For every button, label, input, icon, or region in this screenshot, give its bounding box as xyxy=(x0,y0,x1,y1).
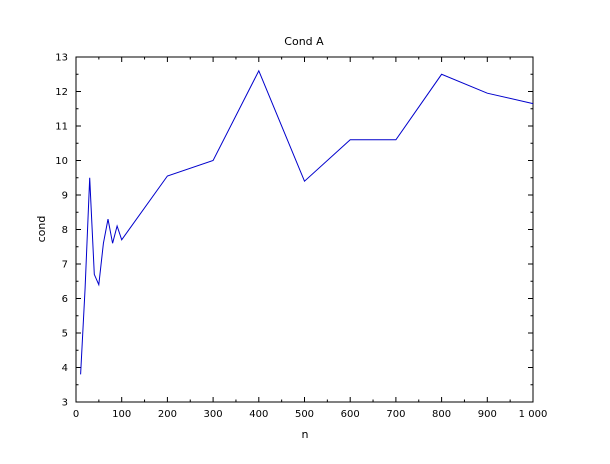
y-tick-label: 11 xyxy=(55,122,68,133)
x-axis: 0 100 200 300 400 500 600 700 800 900 1 000 xyxy=(73,57,548,420)
y-tick-label: 6 xyxy=(62,294,68,305)
data-point xyxy=(258,70,259,71)
x-tick-label: 700 xyxy=(386,409,405,420)
data-point xyxy=(350,139,351,140)
y-tick-label: 10 xyxy=(55,156,68,167)
data-point xyxy=(304,181,305,182)
series-line xyxy=(80,69,534,375)
x-tick-label: 500 xyxy=(295,409,314,420)
x-tick-label: 300 xyxy=(204,409,223,420)
data-point xyxy=(121,239,122,240)
x-tick-label: 100 xyxy=(112,409,131,420)
data-point xyxy=(103,243,104,244)
data-point xyxy=(167,175,168,176)
y-tick-label: 13 xyxy=(55,53,68,64)
series-layer xyxy=(80,69,534,375)
x-tick-label: 200 xyxy=(158,409,177,420)
data-point xyxy=(213,160,214,161)
data-point xyxy=(89,177,90,178)
data-point xyxy=(395,139,396,140)
y-tick-label: 12 xyxy=(55,87,68,98)
y-tick-label: 3 xyxy=(62,398,68,409)
data-point xyxy=(112,243,113,244)
x-tick-label: 900 xyxy=(478,409,497,420)
y-tick-label: 8 xyxy=(62,225,68,236)
data-point xyxy=(117,225,118,226)
y-axis: 3 4 5 6 7 8 9 10 11 12 13 xyxy=(55,53,533,409)
data-point xyxy=(85,288,86,289)
x-tick-label: 0 xyxy=(73,409,79,420)
data-point xyxy=(107,219,108,220)
data-point xyxy=(487,93,488,94)
data-point xyxy=(532,103,533,104)
x-tick-label: 400 xyxy=(249,409,268,420)
data-point xyxy=(80,374,81,375)
y-tick-label: 5 xyxy=(62,329,68,340)
x-tick-label: 1 000 xyxy=(519,409,548,420)
x-tick-label: 600 xyxy=(341,409,360,420)
y-tick-label: 9 xyxy=(62,191,68,202)
y-axis-label: cond xyxy=(35,216,48,243)
x-tick-label: 800 xyxy=(432,409,451,420)
y-tick-label: 4 xyxy=(62,363,68,374)
data-point xyxy=(441,74,442,75)
y-tick-label: 7 xyxy=(62,260,68,271)
plot-area-frame xyxy=(75,56,534,403)
chart-title: Cond A xyxy=(284,35,324,48)
x-axis-label: n xyxy=(302,428,309,441)
data-point xyxy=(98,284,99,285)
data-point xyxy=(94,274,95,275)
